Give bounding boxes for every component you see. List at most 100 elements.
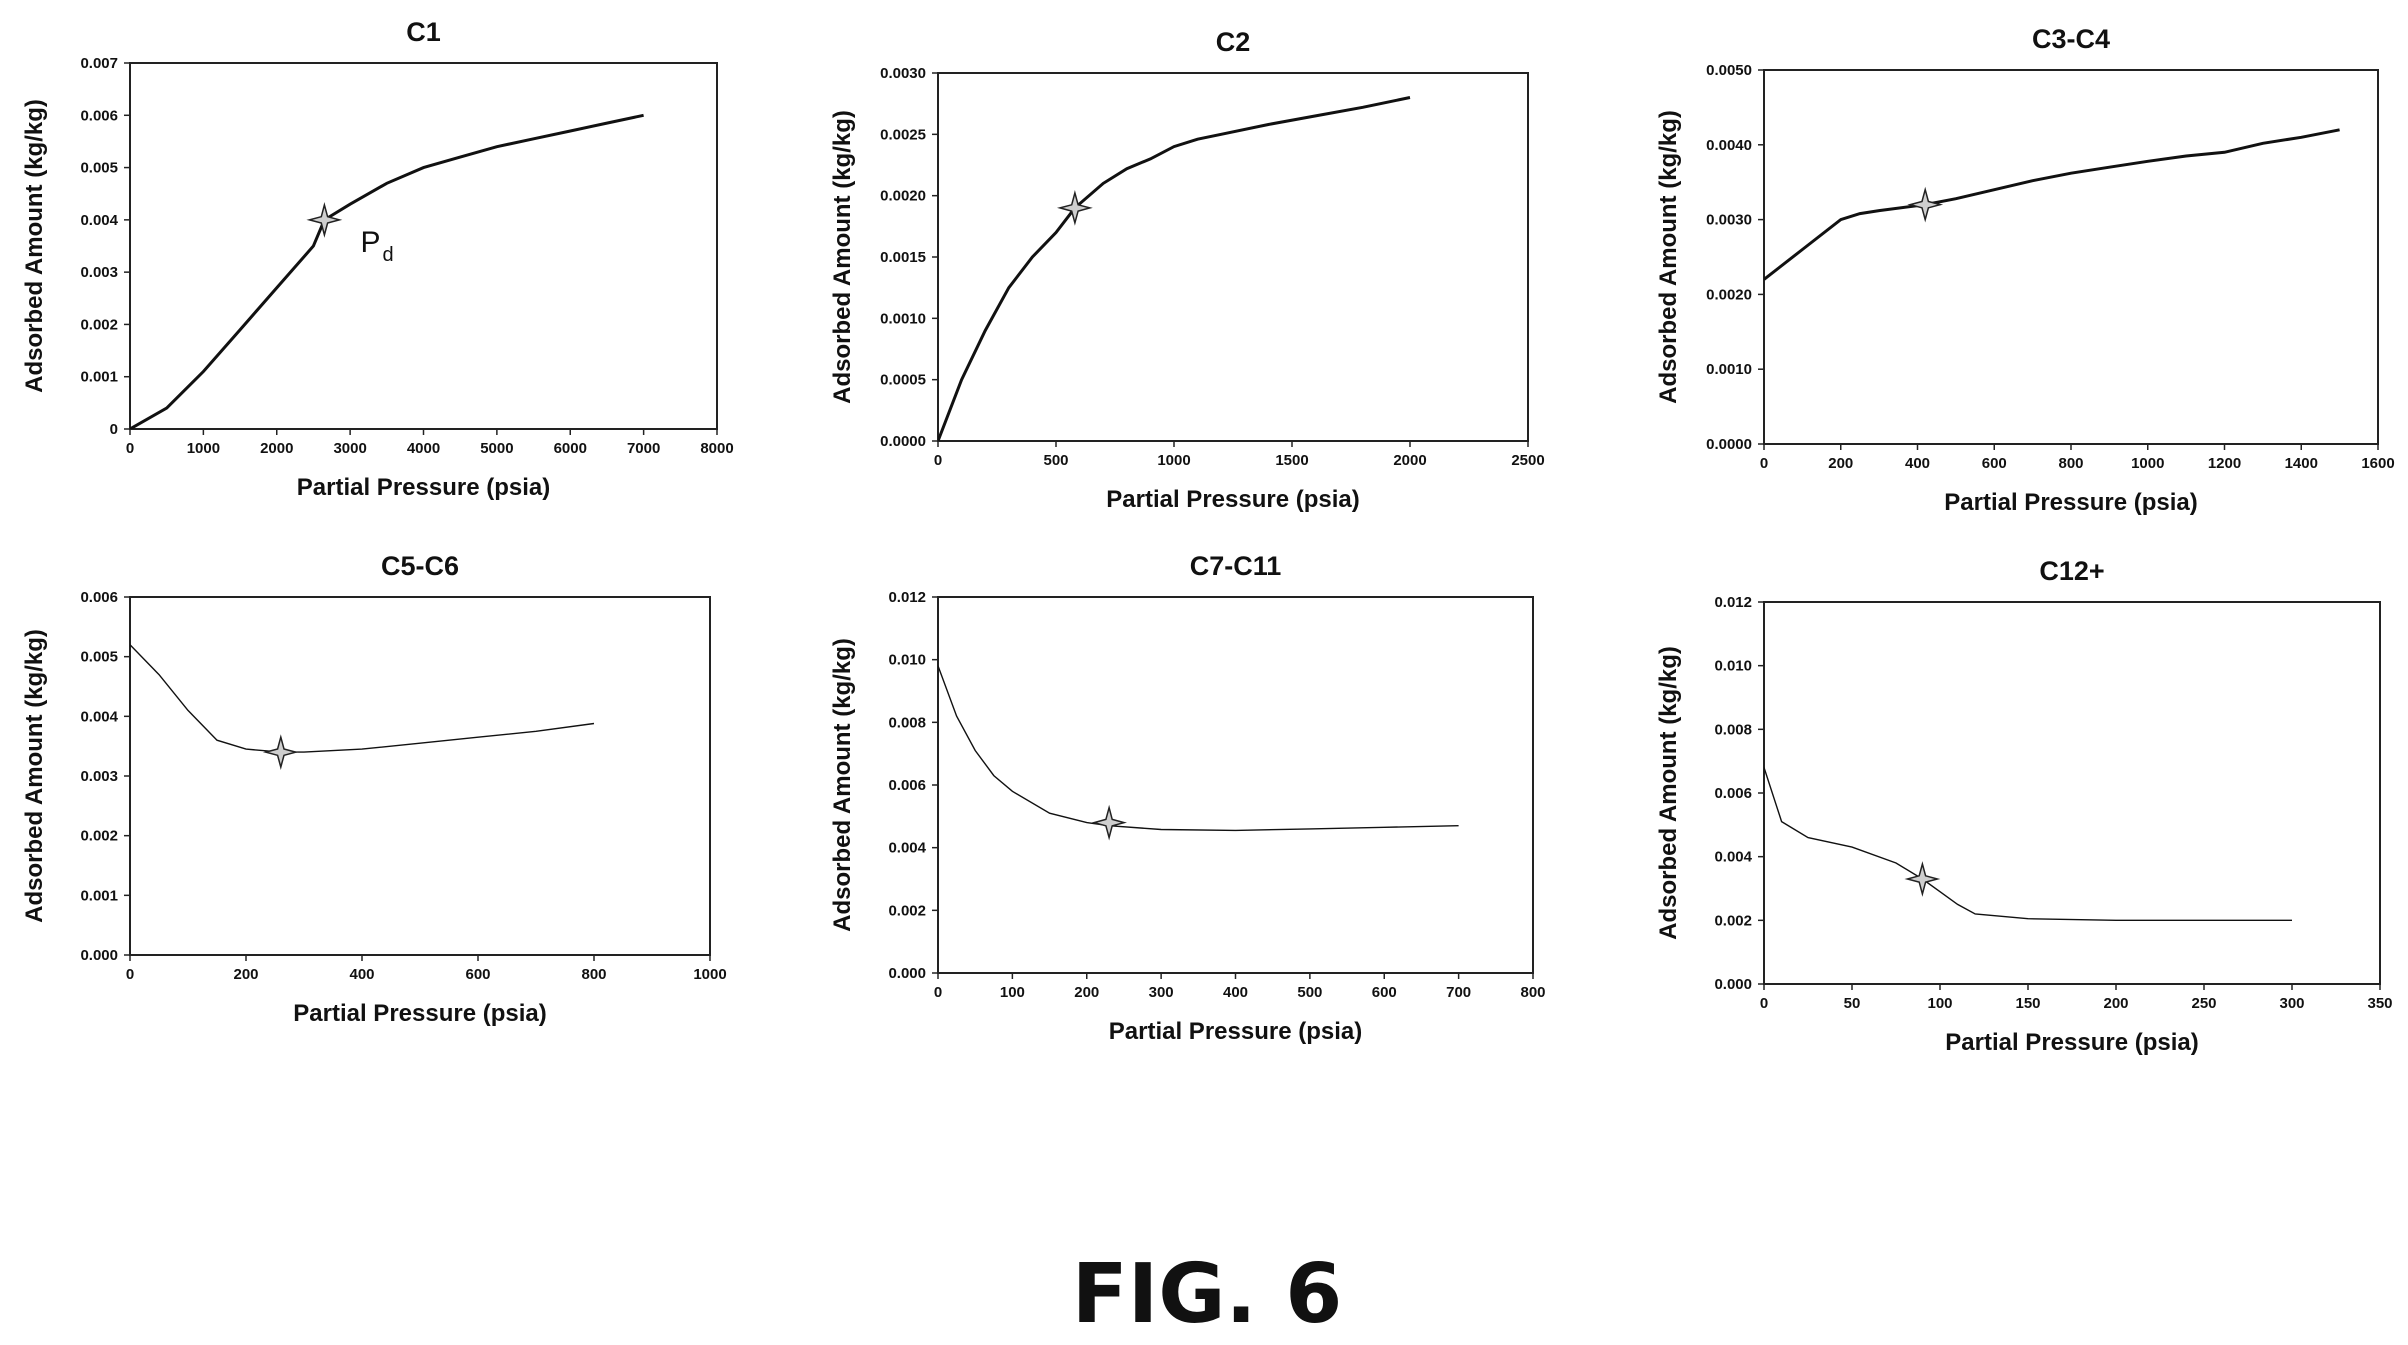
x-tick-label: 250 <box>2191 995 2216 1012</box>
y-tick-label: 0.003 <box>80 264 118 281</box>
x-tick-label: 1600 <box>2361 455 2394 472</box>
y-tick-label: 0.006 <box>888 777 926 794</box>
y-tick-label: 0.0030 <box>880 65 926 82</box>
x-tick-label: 1200 <box>2208 455 2241 472</box>
y-tick-label: 0.008 <box>888 714 926 731</box>
x-tick-label: 0 <box>1760 995 1768 1012</box>
series-line <box>1764 767 2292 921</box>
y-tick-label: 0.005 <box>80 160 118 177</box>
y-tick-label: 0.002 <box>80 828 118 845</box>
y-tick-label: 0.001 <box>80 887 118 904</box>
y-tick-label: 0.005 <box>80 649 118 666</box>
y-tick-label: 0 <box>110 421 118 438</box>
plot-frame <box>937 596 1534 974</box>
x-tick-label: 5000 <box>480 440 513 457</box>
chart-panel: C2 0 500 1000 1500 2000 2500 0.0000 0.0005 0.0010… <box>829 27 1545 513</box>
y-tick-label: 0.004 <box>80 212 118 229</box>
x-tick-label: 300 <box>1149 984 1174 1001</box>
figure-caption: FIG. 6 <box>1072 1247 1343 1342</box>
annotation-subscript: d <box>382 244 393 266</box>
y-tick-label: 0.0020 <box>1706 286 1752 303</box>
y-tick-label: 0.0020 <box>880 188 926 205</box>
y-tick-label: 0.003 <box>80 768 118 785</box>
x-tick-label: 150 <box>2015 995 2040 1012</box>
plot-frame <box>1763 69 2379 445</box>
y-tick-label: 0.000 <box>888 965 926 982</box>
chart-panel: C5-C6 0 200 400 600 800 1000 0.000 0.001 0.002 0.0… <box>21 551 727 1027</box>
chart-panel: C1 0 1000 2000 3000 4000 5000 6000 7000 8000 0 0.00… <box>21 17 734 501</box>
y-tick-label: 0.002 <box>1714 912 1752 929</box>
y-tick-label: 0.000 <box>80 947 118 964</box>
x-tick-label: 0 <box>126 966 134 983</box>
y-axis-label: Adsorbed Amount (kg/kg) <box>21 99 48 393</box>
x-tick-label: 6000 <box>554 440 587 457</box>
y-tick-label: 0.0015 <box>880 249 926 266</box>
dew-point-marker <box>1056 190 1093 226</box>
x-tick-label: 800 <box>581 966 606 983</box>
x-tick-label: 1400 <box>2285 455 2318 472</box>
x-tick-label: 350 <box>2367 995 2392 1012</box>
x-axis-label: Partial Pressure (psia) <box>1109 1018 1362 1045</box>
x-tick-label: 2000 <box>260 440 293 457</box>
x-tick-label: 1000 <box>187 440 220 457</box>
x-tick-label: 100 <box>1000 984 1025 1001</box>
x-tick-label: 200 <box>2103 995 2128 1012</box>
y-tick-label: 0.0025 <box>880 126 926 143</box>
x-tick-label: 50 <box>1844 995 1861 1012</box>
chart-title: C1 <box>406 17 441 47</box>
chart-title: C3-C4 <box>2032 24 2110 54</box>
x-tick-label: 400 <box>1905 455 1930 472</box>
x-tick-label: 300 <box>2279 995 2304 1012</box>
y-tick-label: 0.012 <box>1714 594 1752 611</box>
x-tick-label: 1000 <box>693 966 726 983</box>
y-tick-label: 0.012 <box>888 589 926 606</box>
x-tick-label: 4000 <box>407 440 440 457</box>
x-tick-label: 700 <box>1446 984 1471 1001</box>
y-tick-label: 0.0040 <box>1706 137 1752 154</box>
y-tick-label: 0.007 <box>80 55 118 72</box>
x-tick-label: 2000 <box>1393 452 1426 469</box>
y-tick-label: 0.002 <box>888 902 926 919</box>
x-tick-label: 0 <box>934 984 942 1001</box>
y-tick-label: 0.0005 <box>880 372 926 389</box>
x-tick-label: 200 <box>1074 984 1099 1001</box>
x-axis-label: Partial Pressure (psia) <box>1945 1029 2198 1056</box>
y-tick-label: 0.010 <box>1714 658 1752 675</box>
y-axis-label: Adsorbed Amount (kg/kg) <box>1655 646 1682 940</box>
y-tick-label: 0.006 <box>1714 785 1752 802</box>
x-tick-label: 100 <box>1927 995 1952 1012</box>
x-tick-label: 1000 <box>2131 455 2164 472</box>
x-tick-label: 1000 <box>1157 452 1190 469</box>
plot-frame <box>129 596 711 956</box>
chart-title: C2 <box>1216 27 1251 57</box>
y-tick-label: 0.010 <box>888 652 926 669</box>
x-tick-label: 3000 <box>333 440 366 457</box>
series-line <box>938 665 1459 832</box>
chart-title: C5-C6 <box>381 551 459 581</box>
x-tick-label: 500 <box>1043 452 1068 469</box>
chart-panel: C7-C11 0 100 200 300 400 500 600 700 800 0.000 0.00… <box>829 551 1546 1045</box>
x-tick-label: 0 <box>126 440 134 457</box>
y-tick-label: 0.0030 <box>1706 212 1752 229</box>
y-tick-label: 0.004 <box>80 708 118 725</box>
y-axis-label: Adsorbed Amount (kg/kg) <box>829 110 856 404</box>
dew-point-marker <box>262 734 299 770</box>
series-line <box>130 113 644 429</box>
x-tick-label: 600 <box>465 966 490 983</box>
y-tick-label: 0.004 <box>888 840 926 857</box>
x-tick-label: 0 <box>934 452 942 469</box>
plot-frame <box>1763 601 2381 985</box>
chart-panel: C12+ 0 50 100 150 200 250 300 350 0.000 0.002 0.004… <box>1655 556 2393 1056</box>
y-tick-label: 0.0000 <box>880 433 926 450</box>
chart-title: C12+ <box>2039 556 2104 586</box>
x-tick-label: 400 <box>1223 984 1248 1001</box>
x-axis-label: Partial Pressure (psia) <box>297 474 550 501</box>
x-tick-label: 200 <box>1828 455 1853 472</box>
x-tick-label: 800 <box>2058 455 2083 472</box>
chart-panel: C3-C4 0 200 400 600 800 1000 1200 1400 1600 0.0000… <box>1655 24 2395 516</box>
y-tick-label: 0.008 <box>1714 721 1752 738</box>
x-axis-label: Partial Pressure (psia) <box>1106 486 1359 513</box>
series-line <box>1764 128 2340 281</box>
x-tick-label: 500 <box>1297 984 1322 1001</box>
